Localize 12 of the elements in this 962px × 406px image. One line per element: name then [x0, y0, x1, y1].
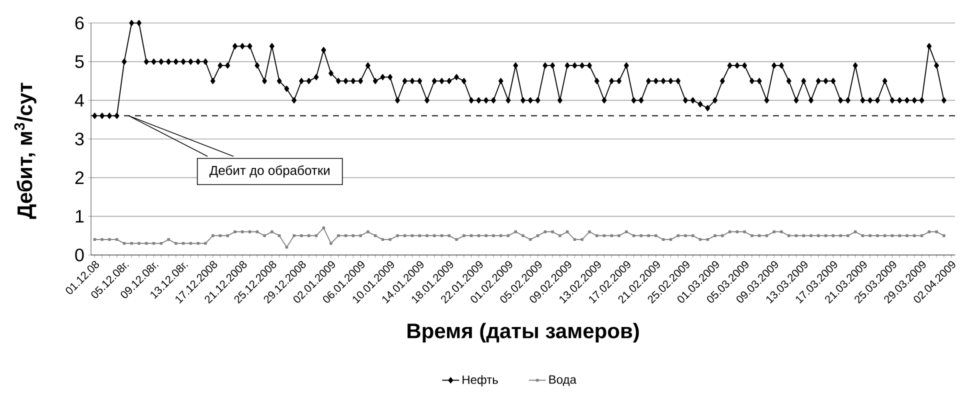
y-tick-label: 6	[75, 16, 84, 30]
y-tick-label: 4	[74, 94, 84, 107]
x-axis-title: Время (даты замеров)	[408, 322, 639, 343]
annotation: Дебит до обработки	[209, 165, 330, 178]
y-tick-label: 5	[75, 55, 84, 68]
legend-label: Вода	[549, 375, 576, 386]
legend-label: Нефть	[462, 375, 498, 386]
y-tick-label: 3	[75, 132, 84, 146]
y-tick-label: 2	[75, 171, 84, 184]
y-tick-label: 0	[75, 248, 84, 262]
y-tick-label: 1	[76, 210, 84, 223]
y-axis-title: Дебит, м$^{3}$/сут	[14, 82, 36, 219]
